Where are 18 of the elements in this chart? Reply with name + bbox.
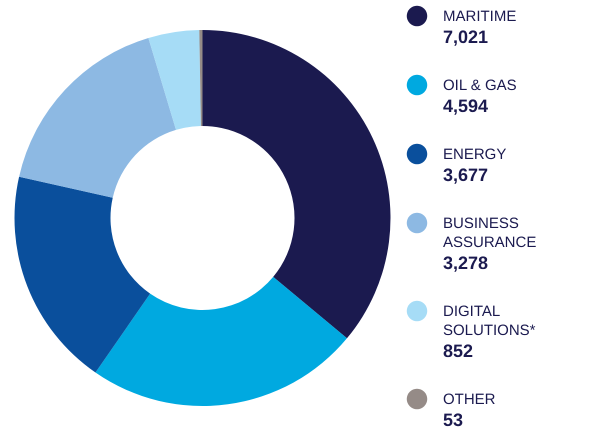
data-label: 3,278	[443, 253, 488, 273]
data-label: 3,677	[443, 165, 488, 185]
donut-slice	[95, 276, 347, 406]
data-label: 4,594	[443, 96, 488, 116]
donut-slice	[202, 30, 390, 338]
data-label: 7,021	[443, 27, 488, 47]
legend-label: ENERGY	[443, 146, 506, 163]
legend-label: OIL & GAS	[443, 77, 517, 94]
data-label: 53	[443, 410, 464, 430]
donut-slice	[14, 176, 150, 373]
legend-label: DIGITAL SOLUTIONS*	[443, 303, 536, 339]
donut-slice	[19, 38, 176, 198]
legend-label: BUSINESS ASSURANCE	[443, 215, 536, 251]
donut-slice	[199, 30, 202, 126]
legend-label: MARITIME	[443, 8, 516, 25]
data-label: 852	[443, 341, 474, 361]
donut-slice	[148, 30, 201, 130]
legend-label: OTHER	[443, 391, 496, 408]
